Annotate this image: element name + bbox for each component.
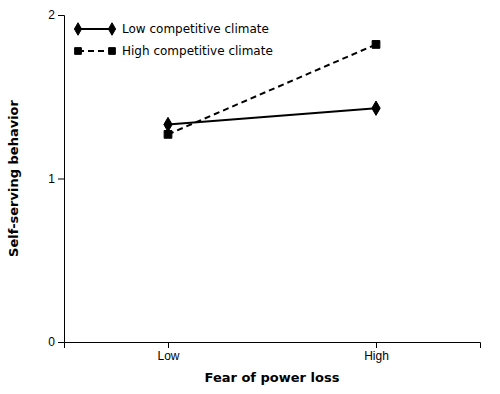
legend-item: High competitive climate bbox=[75, 44, 273, 58]
legend-label: Low competitive climate bbox=[122, 22, 269, 36]
point bbox=[372, 41, 380, 49]
x-axis: Low High bbox=[65, 342, 481, 363]
chart: Low High 0 1 2 Low competitive climate High co… bbox=[0, 0, 500, 394]
legend: Low competitive climate High competitive … bbox=[74, 22, 272, 58]
y-tick: 0 bbox=[48, 335, 64, 349]
y-tick-mark bbox=[58, 15, 64, 16]
point bbox=[164, 117, 172, 131]
point bbox=[372, 101, 380, 115]
y-tick-mark bbox=[58, 342, 64, 343]
x-axis-title: Fear of power loss bbox=[205, 370, 340, 385]
legend-label: High competitive climate bbox=[122, 44, 273, 58]
x-axis-line bbox=[65, 343, 481, 349]
y-tick-label: 1 bbox=[48, 172, 55, 186]
y-tick: 2 bbox=[48, 8, 64, 22]
legend-swatch bbox=[78, 50, 112, 52]
x-tick: Low bbox=[157, 342, 179, 363]
y-axis-line bbox=[58, 16, 65, 343]
legend-marker bbox=[74, 23, 81, 35]
x-tick-mark bbox=[168, 342, 169, 348]
x-tick: High bbox=[364, 342, 389, 363]
legend-marker bbox=[108, 23, 115, 35]
legend-marker bbox=[75, 48, 82, 55]
legend-item: Low competitive climate bbox=[74, 22, 268, 36]
x-tick-mark bbox=[376, 342, 377, 348]
y-axis-title: Self-serving behavior bbox=[6, 99, 21, 256]
plot: Low High 0 1 2 Low competitive climate High co… bbox=[48, 8, 480, 362]
x-tick-label: High bbox=[364, 349, 389, 363]
legend-swatch bbox=[78, 28, 112, 30]
y-tick-label: 0 bbox=[48, 335, 55, 349]
y-axis: 0 1 2 bbox=[48, 8, 64, 349]
y-tick: 1 bbox=[48, 172, 64, 186]
y-tick-mark bbox=[58, 179, 64, 180]
line bbox=[168, 108, 376, 124]
x-tick-label: Low bbox=[157, 349, 179, 363]
point bbox=[164, 130, 172, 138]
legend-marker bbox=[109, 48, 116, 55]
y-tick-label: 2 bbox=[48, 8, 55, 22]
